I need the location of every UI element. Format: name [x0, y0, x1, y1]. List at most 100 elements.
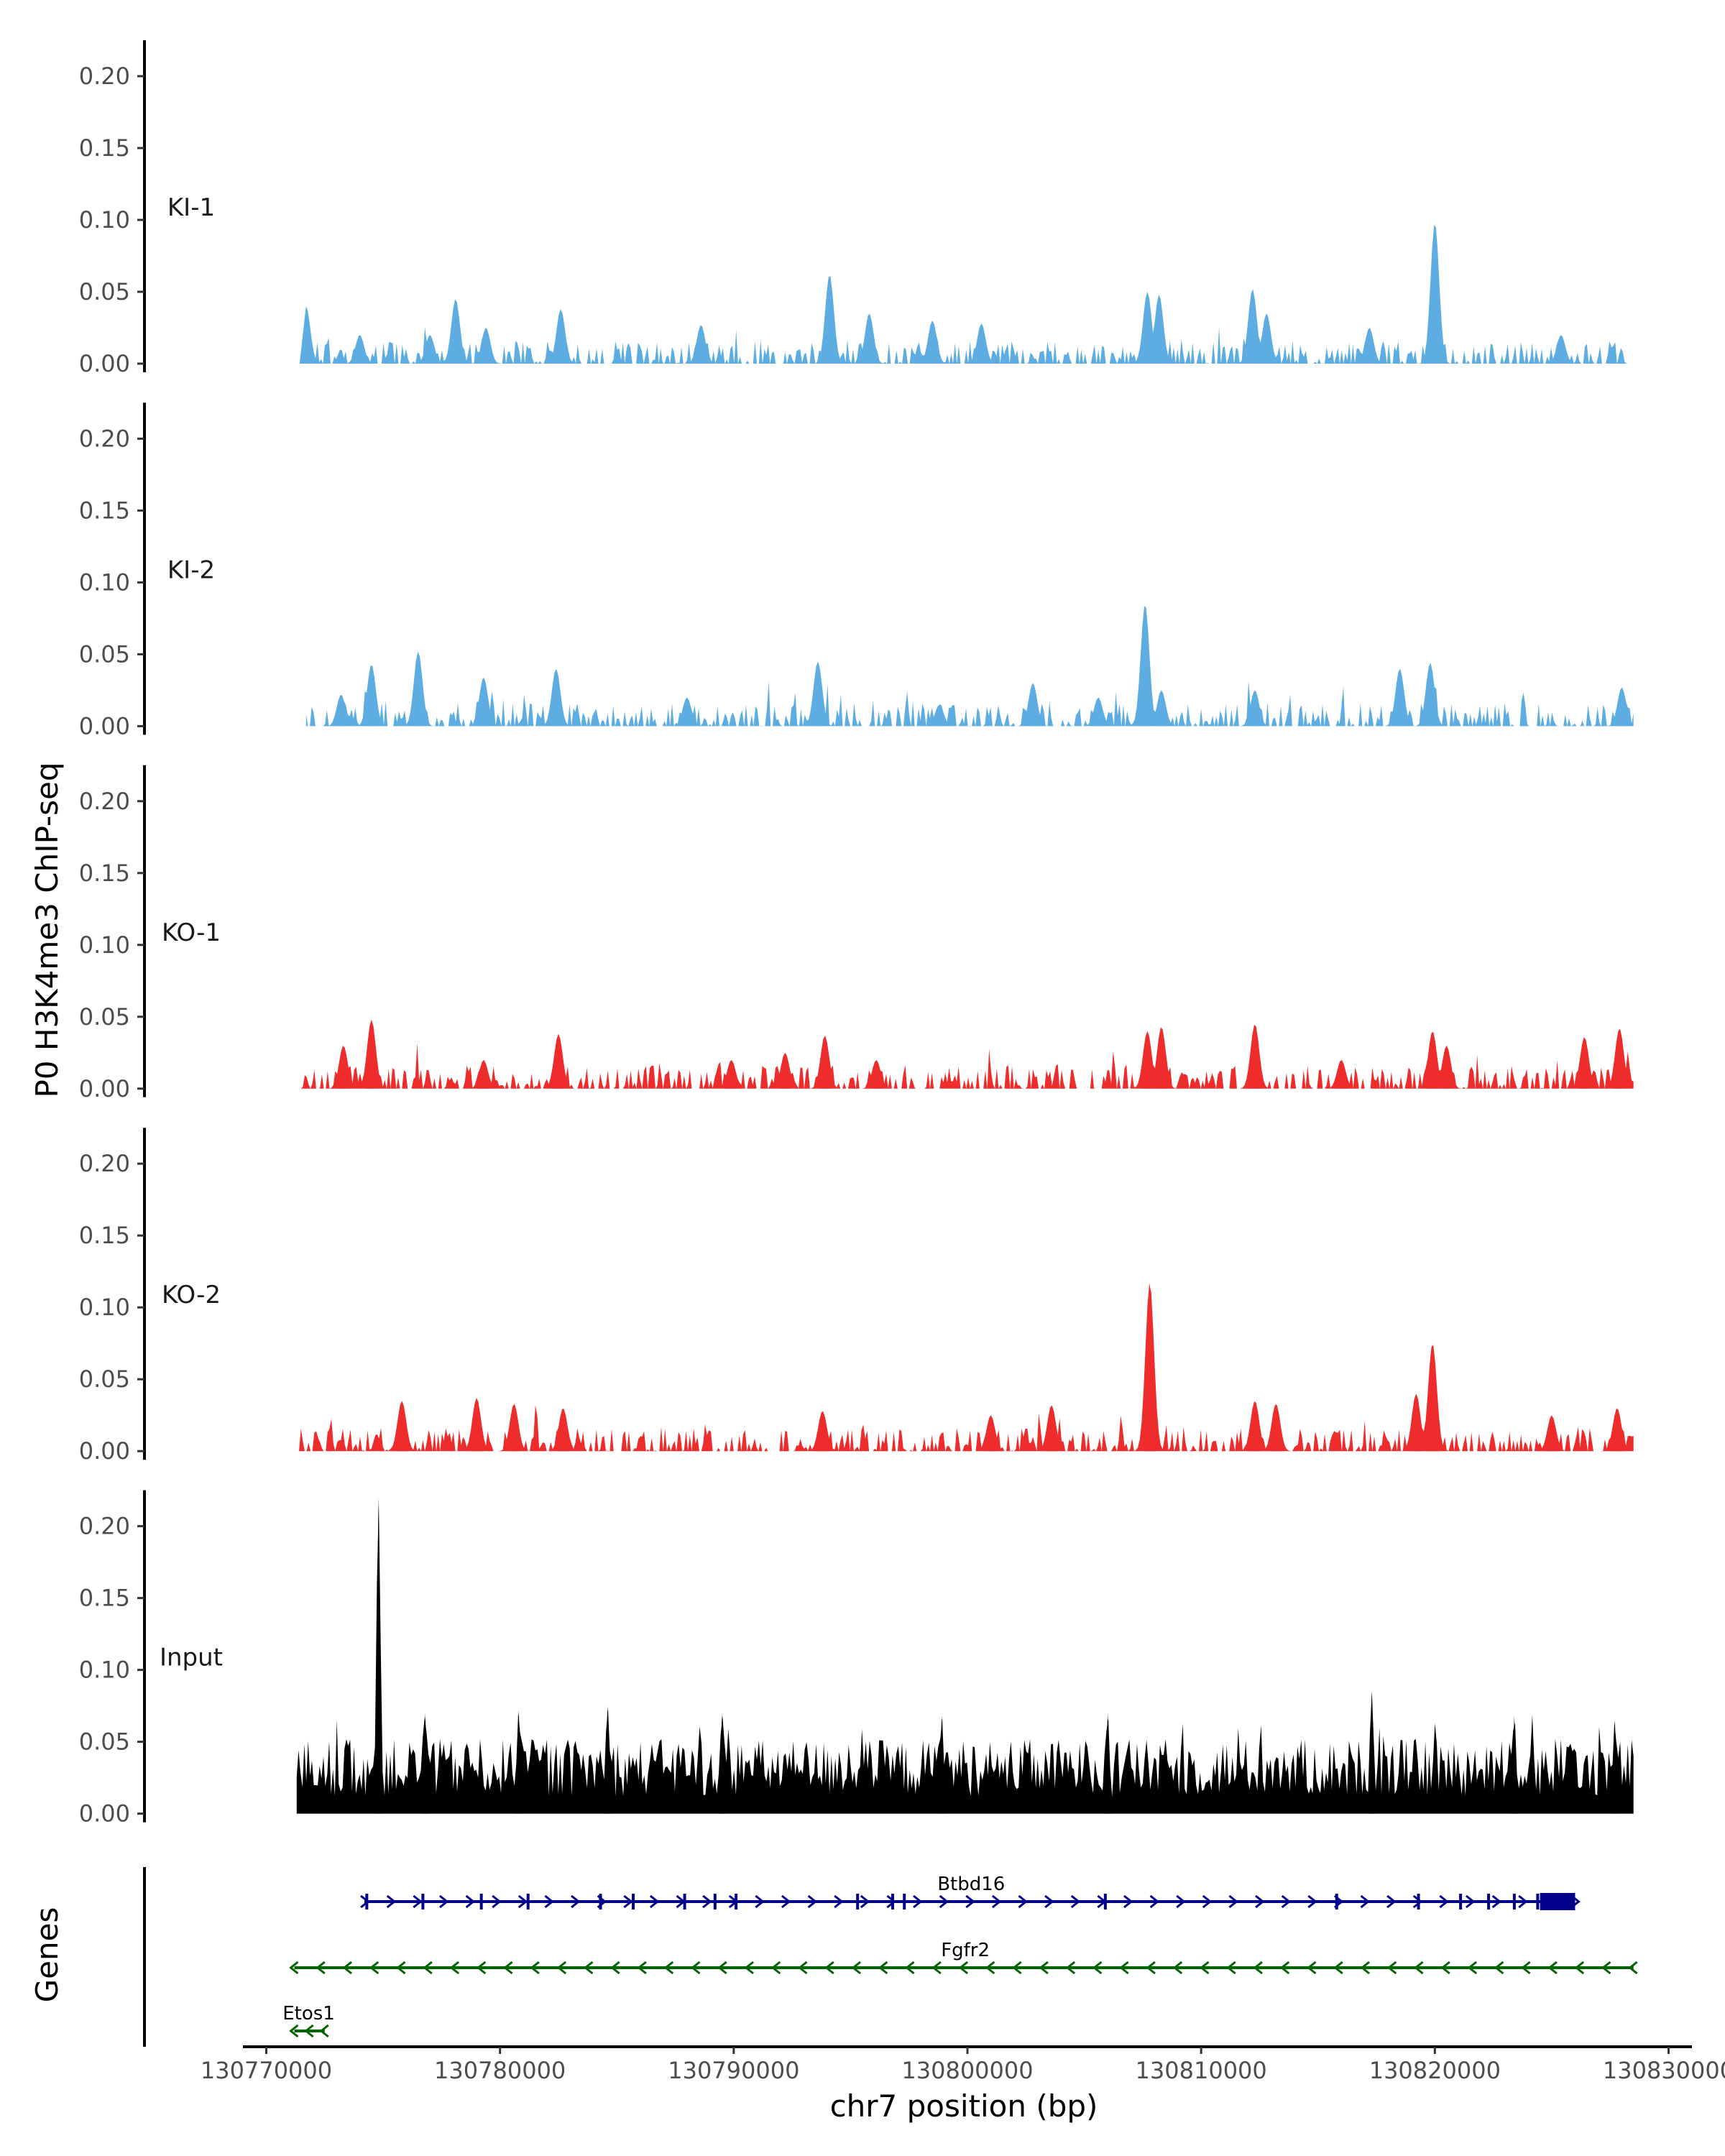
- track-label: KI-2: [167, 556, 215, 584]
- y-tick-label: 0.05: [79, 1365, 130, 1393]
- y-tick-label: 0.15: [79, 1585, 130, 1612]
- strand-arrow: [1070, 1894, 1081, 1909]
- genes-axis-title: Genes: [29, 1907, 65, 2003]
- strand-arrow: [492, 1894, 502, 1909]
- strand-arrow: [1574, 1961, 1585, 1975]
- peak: [1143, 1283, 1156, 1452]
- track-input: 0.00 0.05 0.10 0.15 0.20 Input: [79, 1490, 1634, 1828]
- y-tick-label: 0.00: [79, 1437, 130, 1465]
- peak: [1409, 1393, 1423, 1452]
- peak: [411, 651, 425, 727]
- strand-arrow: [423, 1961, 433, 1975]
- peak: [816, 1411, 829, 1452]
- peak: [1248, 1401, 1261, 1452]
- strand-arrow: [413, 1894, 423, 1909]
- strand-arrow: [965, 1894, 975, 1909]
- peak: [515, 1710, 523, 1814]
- strand-arrow: [610, 1961, 620, 1975]
- peak: [1426, 1343, 1440, 1452]
- y-tick-label: 0.15: [79, 497, 130, 524]
- strand-arrow: [1202, 1894, 1213, 1909]
- strand-arrow: [913, 1894, 923, 1909]
- x-tick-label: 130800000: [901, 2057, 1033, 2084]
- strand-arrow: [1255, 1894, 1265, 1909]
- strand-arrow: [556, 1961, 567, 1975]
- peak: [1554, 335, 1568, 364]
- peak: [299, 306, 313, 364]
- gene-label: Fgfr2: [941, 1940, 990, 1961]
- track-label: KI-1: [167, 193, 215, 222]
- peak: [1246, 289, 1259, 364]
- peak: [1152, 295, 1166, 364]
- strand-arrow: [691, 1961, 701, 1975]
- peak: [1615, 687, 1629, 727]
- strand-arrow: [1521, 1961, 1531, 1975]
- peak: [1092, 697, 1105, 727]
- strand-arrow: [649, 1894, 660, 1909]
- strand-arrow: [316, 1961, 326, 1975]
- peak: [470, 1398, 484, 1452]
- peak: [1026, 683, 1040, 727]
- strand-arrow: [342, 1961, 352, 1975]
- peak: [1269, 1404, 1283, 1452]
- strand-arrow: [1279, 1961, 1290, 1975]
- strand-arrow: [958, 1961, 969, 1975]
- peak: [1578, 1036, 1591, 1089]
- strand-arrow: [1200, 1961, 1210, 1975]
- peak: [1154, 690, 1168, 727]
- strand-arrow: [744, 1961, 754, 1975]
- peak: [1248, 690, 1261, 727]
- peak: [1260, 313, 1274, 364]
- strand-arrow: [518, 1894, 528, 1909]
- peak: [1393, 668, 1407, 727]
- strand-arrow: [1172, 1961, 1183, 1975]
- track-label: KO-2: [162, 1281, 221, 1309]
- strand-arrow: [449, 1961, 460, 1975]
- strand-arrow: [1012, 1961, 1022, 1975]
- peak: [1423, 663, 1437, 727]
- x-axis-title: chr7 position (bp): [830, 2088, 1098, 2124]
- strand-arrow: [1601, 1961, 1611, 1975]
- peak: [1611, 1720, 1619, 1814]
- strand-arrow: [886, 1894, 896, 1909]
- strand-arrow: [1414, 1961, 1424, 1975]
- strand-arrow: [1307, 1961, 1317, 1975]
- peak: [724, 1059, 738, 1089]
- strand-arrow: [1467, 1961, 1478, 1975]
- genes-panel: Btbd16 Fgfr2 Etos1: [143, 1867, 1638, 2047]
- strand-arrow: [991, 1894, 1002, 1909]
- gene-fgfr2: Fgfr2: [289, 1940, 1638, 1975]
- strand-arrow: [1226, 1961, 1236, 1975]
- strand-arrow: [905, 1961, 915, 1975]
- peak: [364, 1019, 378, 1089]
- track-label: KO-1: [162, 918, 221, 947]
- y-tick-label: 0.20: [79, 788, 130, 815]
- strand-arrow: [1333, 1961, 1343, 1975]
- y-tick-label: 0.10: [79, 1294, 130, 1321]
- peak: [421, 1713, 429, 1814]
- strand-arrow: [637, 1961, 647, 1975]
- strand-arrow: [781, 1894, 791, 1909]
- peak: [932, 704, 946, 727]
- x-axis: 130770000 130780000 130790000 130800000 1308…: [201, 2045, 1725, 2084]
- strand-arrow: [1149, 1894, 1159, 1909]
- strand-arrow: [476, 1961, 487, 1975]
- track-ko-1: 0.00 0.05 0.10 0.15 0.20 KO-1: [79, 765, 1634, 1102]
- strand-arrow: [1228, 1894, 1238, 1909]
- peak: [926, 321, 939, 364]
- strand-arrow: [798, 1961, 808, 1975]
- peak: [862, 313, 876, 364]
- peak: [694, 325, 708, 364]
- strand-arrow: [1439, 1894, 1449, 1909]
- peak: [353, 335, 367, 364]
- peak: [554, 309, 568, 364]
- x-tick-label: 130820000: [1369, 2057, 1501, 2084]
- peak: [507, 1404, 521, 1452]
- strand-arrow: [807, 1894, 817, 1909]
- y-tick-label: 0.10: [79, 206, 130, 234]
- strand-arrow: [369, 1961, 380, 1975]
- strand-arrow: [939, 1894, 949, 1909]
- track-ki-1: 0.00 0.05 0.10 0.15 0.20 KI-1: [79, 40, 1627, 377]
- strand-arrow: [1386, 1961, 1397, 1975]
- strand-arrow: [702, 1894, 712, 1909]
